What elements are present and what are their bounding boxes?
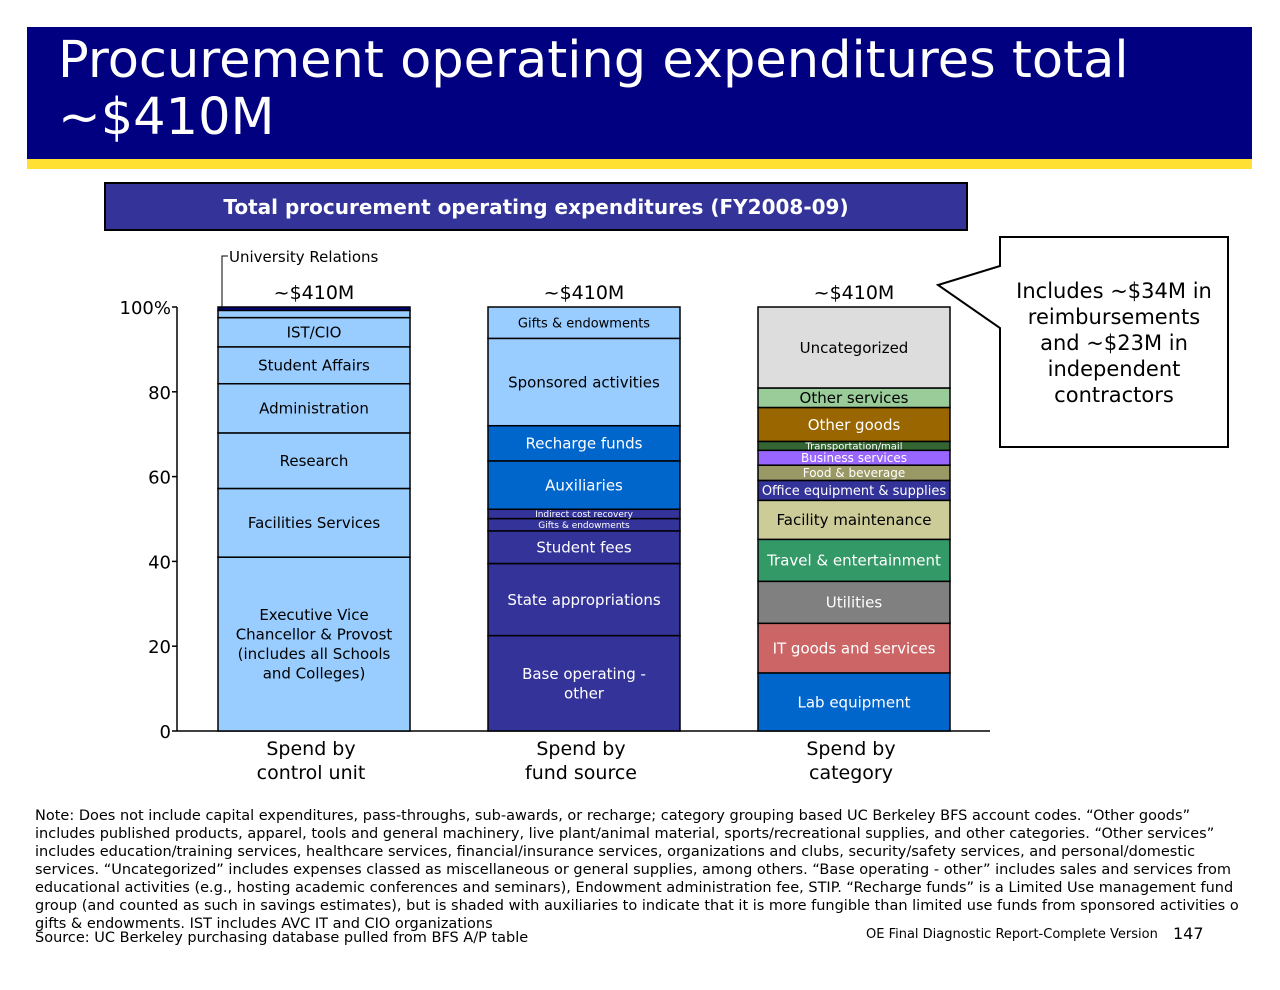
- segment-label: Facilities Services: [248, 514, 380, 532]
- segment-label: and Colleges): [263, 665, 366, 683]
- footnote-line: gifts & endowments. IST includes AVC IT …: [35, 916, 493, 932]
- footer-label: OE Final Diagnostic Report-Complete Vers…: [866, 927, 1158, 942]
- bar-total-label: ~$410M: [274, 282, 355, 304]
- segment-label: State appropriations: [507, 591, 661, 609]
- source-note: Source: UC Berkeley purchasing database …: [35, 930, 529, 946]
- footnote-line: Note: Does not include capital expenditu…: [35, 808, 1191, 824]
- footnote-line: educational activities (e.g., hosting ac…: [35, 880, 1234, 896]
- bar-segment: [217, 306, 411, 312]
- x-category-label: control unit: [257, 762, 366, 784]
- annotation-university-relations: University Relations: [229, 248, 379, 266]
- segment-label: Executive Vice: [259, 606, 368, 624]
- footnote: Note: Does not include capital expenditu…: [35, 807, 1260, 933]
- bar-segment-sponsored-activities: [487, 337, 681, 427]
- y-tick-label: 0: [160, 722, 171, 743]
- y-tick-label: 20: [148, 637, 171, 658]
- segment-label: IT goods and services: [773, 640, 936, 658]
- bar-segment-facilities-services: [217, 487, 411, 558]
- chart-title: Total procurement operating expenditures…: [223, 194, 849, 219]
- bar-segment-executive-vice-chancellor-provost-includes-all-schools-and-colleges: [217, 556, 411, 732]
- segment-label: Student fees: [536, 539, 632, 557]
- segment-label: Auxiliaries: [545, 476, 623, 494]
- x-category-label: Spend by: [266, 738, 355, 760]
- segment-label: (includes all Schools: [238, 645, 391, 663]
- bar-segment-student-fees: [487, 530, 681, 565]
- segment-label: Other goods: [808, 416, 901, 434]
- footnote-line: group (and counted as such in savings es…: [35, 898, 1239, 914]
- footnote-line: services. “Uncategorized” includes expen…: [35, 862, 1232, 878]
- bar-total-label: ~$410M: [814, 282, 895, 304]
- title-bar: [27, 27, 1252, 159]
- callout-box: [935, 236, 1229, 448]
- bar-segment-lab-equipment: [757, 672, 951, 732]
- x-category-label: fund source: [525, 762, 637, 784]
- bar-segment-utilities: [757, 580, 951, 625]
- segment-label: Lab equipment: [797, 693, 910, 711]
- segment-label: Food & beverage: [803, 466, 906, 480]
- bar-segment-auxiliaries: [487, 460, 681, 510]
- segment-label: Business services: [801, 451, 907, 465]
- title-underline: [27, 159, 1252, 169]
- bar-segment-uncategorized: [757, 306, 951, 389]
- y-tick-label: 100%: [120, 298, 171, 319]
- y-tick-label: 40: [148, 552, 171, 573]
- segment-label: Research: [280, 452, 349, 470]
- footnote-line: includes education/training services, he…: [35, 844, 1196, 860]
- bar-segment-other-goods: [757, 406, 951, 443]
- callout-text: Includes ~$34M in reimbursements and ~$2…: [1016, 279, 1212, 407]
- bar-segment-travel-entertainment: [757, 538, 951, 583]
- bar-segment-gifts-endowments: [487, 306, 681, 340]
- x-category-label: Spend by: [806, 738, 895, 760]
- segment-label: other: [564, 684, 605, 702]
- bar-segment-facility-maintenance: [757, 499, 951, 541]
- segment-label: Other services: [800, 389, 909, 407]
- segment-label: Sponsored activities: [508, 373, 660, 391]
- page-number: 147: [1173, 924, 1204, 943]
- chart-title-box: Total procurement operating expenditures…: [104, 182, 968, 231]
- segment-label: Gifts & endowments: [518, 316, 650, 331]
- x-category-label: Spend by: [536, 738, 625, 760]
- segment-label: Gifts & endowments: [538, 521, 630, 531]
- stacked-bar-chart: 0 20 40 60 80 100% Executive Vice Chancellor & …: [120, 248, 990, 784]
- segment-label: Administration: [259, 400, 369, 418]
- bar-segment-research: [217, 432, 411, 490]
- segment-label: Office equipment & supplies: [762, 484, 947, 499]
- segment-label: Utilities: [826, 594, 883, 612]
- bar-segment-ist-cio: [217, 316, 411, 348]
- y-tick-label: 60: [148, 468, 171, 489]
- segment-label: Base operating -: [522, 665, 646, 683]
- segment-label: Travel & entertainment: [766, 552, 941, 570]
- bar-segment-it-goods-and-services: [757, 622, 951, 674]
- annotation-leader-line: [221, 255, 228, 311]
- bar-segment-student-affairs: [217, 346, 411, 385]
- segment-label: Student Affairs: [258, 357, 370, 375]
- segment-label: Chancellor & Provost: [236, 626, 393, 644]
- segment-label: Facility maintenance: [777, 511, 932, 529]
- segment-label: Recharge funds: [526, 435, 643, 453]
- page-title: Procurement operating expenditures total…: [58, 31, 1129, 147]
- segment-label: Indirect cost recovery: [535, 510, 634, 520]
- segment-label: IST/CIO: [287, 324, 342, 342]
- bar-total-label: ~$410M: [544, 282, 625, 304]
- y-tick-label: 80: [148, 383, 171, 404]
- segment-label: Transportation/mail: [804, 441, 902, 452]
- x-category-label: category: [809, 762, 893, 784]
- segment-label: Uncategorized: [800, 339, 909, 357]
- bar-segment: [217, 309, 411, 319]
- bar-segment-base-operating-other: [487, 634, 681, 732]
- bar-segment-state-appropriations: [487, 562, 681, 637]
- footnote-line: includes published products, apparel, to…: [35, 826, 1215, 842]
